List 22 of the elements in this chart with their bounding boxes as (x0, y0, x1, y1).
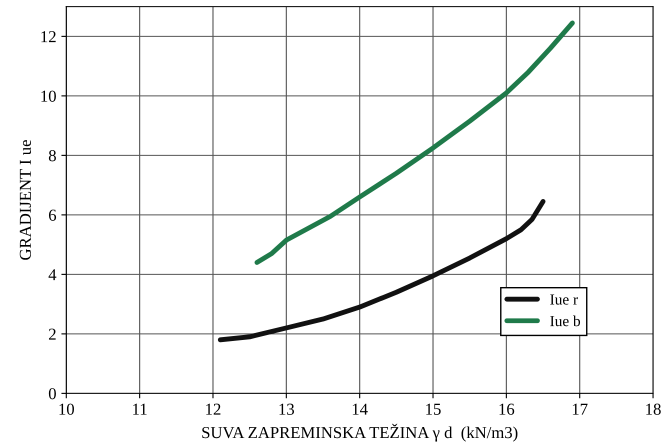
y-tick-label: 4 (48, 269, 56, 280)
legend-label: Iue b (550, 315, 580, 326)
y-tick-label: 10 (41, 90, 56, 102)
x-tick-label: 12 (206, 404, 220, 415)
x-tick-label: 13 (279, 404, 294, 415)
y-tick-label: 12 (41, 31, 56, 42)
y-tick-label: 8 (48, 150, 56, 162)
y-tick-label: 2 (48, 328, 56, 340)
y-tick-label: 6 (48, 210, 56, 221)
x-tick-label: 10 (59, 404, 74, 415)
x-tick-label: 11 (133, 404, 147, 415)
x-tick-label: 14 (352, 404, 368, 415)
y-axis-title: GRADIJENT I ue (20, 140, 31, 260)
x-tick-label: 17 (572, 404, 588, 415)
line-series (218, 199, 546, 342)
x-tick-label: 18 (646, 404, 661, 415)
legend-label: Iue r (550, 294, 578, 305)
x-axis-title: SUVA ZAPREMINSKA TEŽINA γ d (kN/m3) (202, 424, 518, 442)
x-tick-label: 16 (500, 404, 514, 415)
line-series (254, 20, 575, 265)
y-tick-label: 0 (48, 388, 56, 400)
x-tick-label: 15 (426, 404, 441, 415)
